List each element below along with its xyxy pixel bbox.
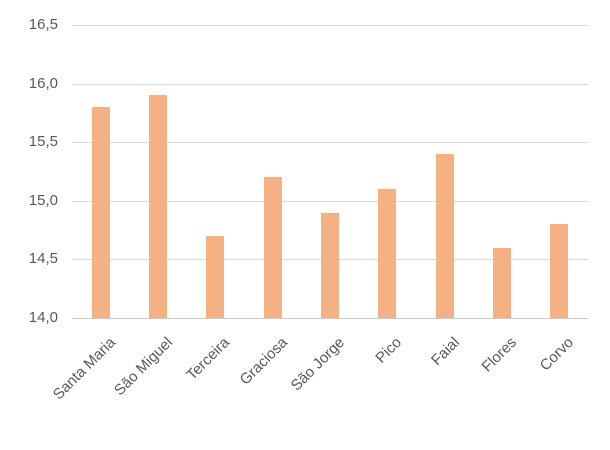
bar-terceira [206,236,224,318]
gridline [72,25,588,26]
x-tick-label: Corvo [536,334,578,375]
x-tick-label: Santa Maria [49,334,120,404]
bar-graciosa [264,177,282,318]
x-tick-label: Graciosa [236,334,292,389]
x-tick-label: Pico [372,334,406,367]
x-tick-label: São Jorge [287,334,349,395]
bar-santa-maria [92,107,110,318]
gridline [72,201,588,202]
gridline [72,318,588,319]
bar-flores [493,248,511,318]
gridline [72,142,588,143]
bar-são-jorge [321,213,339,318]
x-tick-label: Flores [478,334,521,376]
x-tick-label: Faial [428,334,464,370]
gridline [72,84,588,85]
y-tick-label: 16,0 [28,75,58,92]
x-tick-label: Terceira [183,334,234,384]
bar-faial [436,154,454,318]
y-tick-label: 15,5 [28,133,58,150]
y-tick-label: 15,0 [28,192,58,209]
bar-corvo [550,224,568,318]
bar-pico [378,189,396,318]
y-tick-label: 14,0 [28,309,58,326]
x-tick-label: São Miguel [110,334,177,400]
y-tick-label: 14,5 [28,250,58,267]
bar-são-miguel [149,95,167,318]
y-tick-label: 16,5 [28,16,58,33]
